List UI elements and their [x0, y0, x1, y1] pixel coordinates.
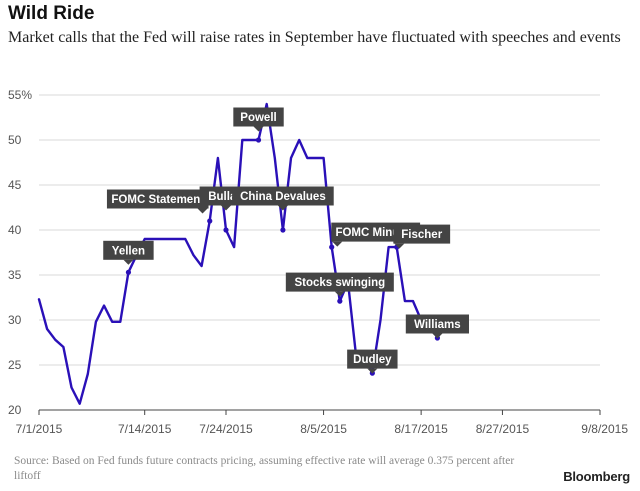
x-tick-label: 7/14/2015	[118, 422, 172, 436]
series-line	[37, 102, 447, 405]
series-layer	[37, 102, 447, 405]
y-tick-label: 50	[8, 133, 22, 147]
axes: 20 25 30 35 40 45 50 55% 7/1/2015 7/14/2015 7/24/2…	[8, 88, 628, 436]
x-tick-label: 7/24/2015	[199, 422, 253, 436]
gridlines	[39, 94, 600, 366]
y-tick-label: 55%	[8, 88, 32, 102]
x-tick-label: 8/5/2015	[300, 422, 347, 436]
y-tick-label: 25	[8, 358, 22, 372]
annotation-pointer	[277, 205, 288, 211]
annotation-label: Powell	[240, 112, 276, 124]
annotation-box	[232, 186, 334, 206]
brand-logo: Bloomberg	[563, 469, 630, 484]
chart-subtitle: Market calls that the Fed will raise rat…	[8, 29, 621, 46]
x-tick-label: 7/1/2015	[16, 422, 63, 436]
annotation-pointer	[432, 333, 443, 339]
annotation-pointer	[253, 126, 264, 132]
x-tick-label: 8/27/2015	[476, 422, 530, 436]
x-tick-label: 8/17/2015	[394, 422, 448, 436]
annotation-label: Dudley	[353, 354, 392, 366]
annotation-label: Williams	[414, 319, 461, 331]
annotation-box	[393, 224, 451, 244]
annotation-box	[347, 349, 398, 369]
x-tick-label: 9/8/2015	[581, 422, 628, 436]
y-tick-label: 30	[8, 313, 22, 327]
y-tick-label: 40	[8, 223, 22, 237]
annotation-label: FOMC Statement	[111, 194, 204, 206]
annotation-pointer	[332, 241, 343, 247]
y-tick-label: 45	[8, 178, 22, 192]
annotation-pointer	[367, 368, 378, 374]
annotation-pointer	[197, 208, 208, 214]
annotation-box	[106, 189, 209, 209]
chart-title: Wild Ride	[8, 3, 95, 24]
annotation-label: Fischer	[401, 229, 442, 241]
annotation-marker	[223, 227, 229, 233]
annotation-marker	[329, 244, 335, 250]
annotation-box	[405, 314, 469, 334]
annotation-label: Yellen	[112, 245, 145, 257]
annotation-box	[285, 272, 394, 292]
annotation-marker	[207, 218, 213, 224]
y-tick-label: 20	[8, 403, 22, 417]
annotation-pointer	[221, 205, 231, 211]
annotation-box	[103, 240, 154, 260]
annotation-box	[233, 107, 284, 127]
source-note: Source: Based on Fed funds future contra…	[14, 455, 515, 482]
y-tick-label: 35	[8, 268, 22, 282]
annotation-pointer	[394, 243, 405, 249]
annotation-marker	[125, 269, 132, 275]
annotation-marker	[280, 227, 286, 233]
annotation-marker	[255, 137, 262, 143]
annotation-label: China Devalues	[240, 191, 326, 203]
annotation-pointer	[123, 259, 134, 265]
annotation-marker	[337, 298, 343, 304]
annotation-pointer	[334, 291, 345, 297]
annotation-label: Stocks swinging	[294, 277, 385, 289]
